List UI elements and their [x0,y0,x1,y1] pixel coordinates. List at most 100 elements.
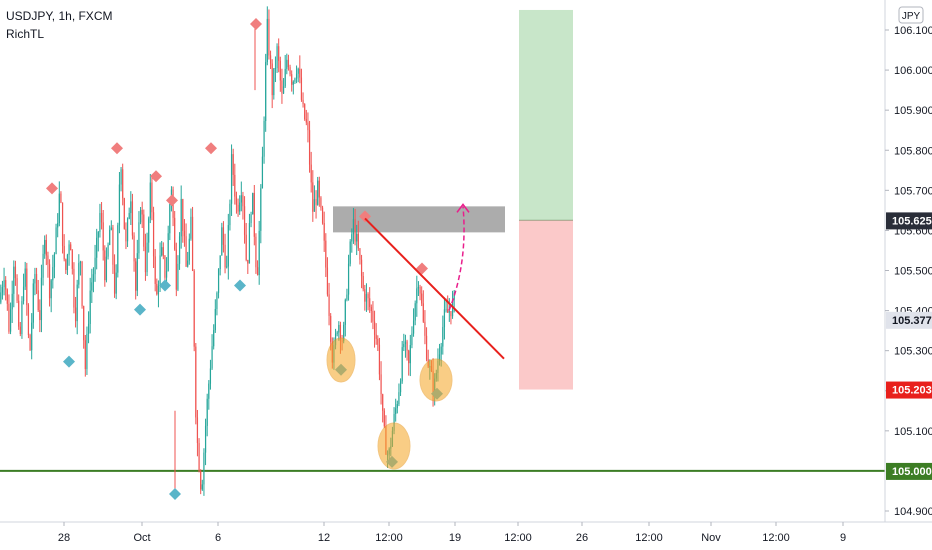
candle-body [260,188,262,231]
price-axis-background [885,0,932,550]
candle-body [162,247,164,256]
candle-body [224,244,226,268]
currency-badge [898,6,924,24]
candle-body [104,250,106,281]
candle-body [44,239,46,254]
candle-body [113,264,116,294]
candle-body [243,206,246,235]
candle-body [450,311,452,317]
candle-body [136,253,138,291]
candle-body [11,293,13,310]
target-zone [519,9,573,221]
candle-body [112,227,114,265]
candle-body [330,315,332,342]
candle-body [206,398,208,426]
price-label-text: 105.203 [892,385,932,397]
candle-body [351,234,353,242]
chart-legend-title[interactable]: USDJPY, 1h, FXCM [6,9,113,23]
candle-body [68,244,70,255]
candle-body [276,46,278,69]
candle-body [149,182,151,219]
candle-body [52,267,54,281]
candle-body [128,213,130,219]
candle-body [157,285,160,295]
candles-group [0,6,455,496]
candle-body [55,227,57,254]
candle-body [13,266,15,294]
candle-body [83,306,85,341]
pivot-high-marker [166,194,178,207]
candle-body [453,293,455,300]
price-label-text: 105.377 [892,315,932,327]
candle-body [180,198,182,237]
candle-body [84,340,86,370]
candle-body [39,310,41,321]
candle-body [321,207,324,223]
resistance-zone [333,206,505,233]
candle-body [380,374,382,395]
candle-body [16,278,18,301]
candle-body [118,184,121,226]
candle-body [226,266,228,268]
pivot-low-marker [134,303,146,316]
y-tick-label: 106.000 [894,65,932,77]
price-label-badge [886,462,932,480]
candle-body [32,283,34,323]
candle-body [383,410,385,427]
candle-body [63,245,65,260]
candle-body [204,425,207,453]
candle-body [325,240,327,268]
x-tick-label: 12:00 [635,532,663,544]
candle-body [412,320,415,334]
candle-body [58,193,60,224]
candle-body [138,222,140,254]
candle-body [271,63,273,96]
candle-body [123,198,125,229]
candle-body [299,68,301,78]
candle-body [336,332,338,334]
candle-body [86,333,88,370]
indicator-label[interactable]: RichTL [6,27,45,41]
candle-body [27,305,30,336]
candle-body [399,381,402,393]
candle-body [253,192,255,237]
candle-body [185,236,187,267]
candle-body [76,284,78,322]
candle-body [19,326,21,334]
candle-body [269,55,272,64]
candle-body [377,338,379,345]
candle-body [57,223,59,228]
candle-body [401,347,403,382]
candle-body [382,394,384,411]
candle-body [370,307,372,311]
candle-body [357,233,359,249]
candle-body [73,268,75,308]
x-tick-label: 12:00 [504,532,532,544]
candle-body [131,201,134,236]
price-label-badge [886,212,932,230]
candle-body [105,256,108,281]
candle-body [300,77,303,100]
candle-body [191,216,194,271]
candle-body [294,78,296,82]
candle-body [408,350,410,364]
candle-body [107,244,109,257]
candle-body [5,280,7,290]
candle-body [115,272,117,294]
candle-body [130,201,132,214]
candle-body [308,130,311,165]
candle-body [273,68,275,96]
candle-body [213,330,215,347]
candle-body [14,266,17,279]
candle-body [373,321,376,335]
candle-body [359,248,361,260]
candle-body [26,268,28,306]
pivot-high-marker [150,170,162,183]
candle-body [164,255,166,278]
candle-body [195,346,197,418]
candle-body [125,228,127,242]
candle-body [349,241,351,264]
candle-body [248,223,251,264]
x-tick-label: 9 [840,532,846,544]
